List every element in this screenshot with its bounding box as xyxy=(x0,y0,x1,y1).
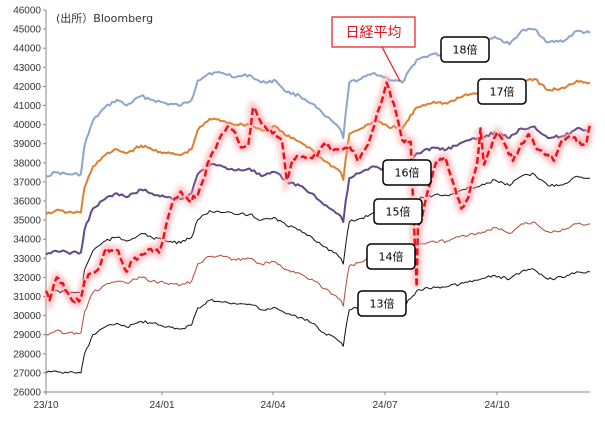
x-tick-label: 24/10 xyxy=(484,400,509,411)
series-label-text: 17倍 xyxy=(490,85,515,99)
annotations-group: 18倍 17倍 16倍 15倍 14倍 13倍 日経平均 xyxy=(331,16,527,317)
series-label-14x: 14倍 xyxy=(366,243,416,270)
series-label-text: 16倍 xyxy=(395,166,420,180)
series-label-text: 18倍 xyxy=(453,43,478,57)
series-label-15x: 15倍 xyxy=(373,198,423,225)
x-tick-label: 24/04 xyxy=(260,400,285,411)
y-tick-label: 36000 xyxy=(13,197,41,208)
nikkei-callout: 日経平均 xyxy=(331,16,416,82)
y-tick-label: 37000 xyxy=(13,177,41,188)
series-label-box xyxy=(366,243,416,270)
series-label-box xyxy=(357,290,407,317)
y-tick-label: 42000 xyxy=(13,82,41,93)
y-tick-label: 40000 xyxy=(13,120,41,131)
series-label-text: 14倍 xyxy=(379,250,404,264)
y-tick-label: 34000 xyxy=(13,235,41,246)
y-tick-label: 31000 xyxy=(13,292,41,303)
y-tick-label: 29000 xyxy=(13,330,41,341)
axes-group xyxy=(43,9,590,395)
series-label-box xyxy=(440,36,490,63)
y-tick-label: 26000 xyxy=(13,388,41,399)
y-tick-label: 35000 xyxy=(13,216,41,227)
nikkei-callout-pointer xyxy=(381,46,401,82)
series-6-line xyxy=(45,268,591,374)
x-tick-label: 23/10 xyxy=(33,400,58,411)
y-tick-label: 45000 xyxy=(13,25,41,36)
nikkei-callout-box xyxy=(331,16,416,48)
y-tick-label: 27000 xyxy=(13,368,41,379)
y-tick-label: 39000 xyxy=(13,139,41,150)
series-1-line xyxy=(45,27,591,178)
series-label-16x: 16倍 xyxy=(382,159,432,186)
series-label-box xyxy=(382,159,432,186)
y-tick-label: 46000 xyxy=(13,6,41,17)
nikkei-callout-text: 日経平均 xyxy=(346,25,402,41)
y-tick-label: 30000 xyxy=(13,311,41,322)
series-label-box xyxy=(373,198,423,225)
series-label-13x: 13倍 xyxy=(357,290,407,317)
source-note: (出所）Bloomberg xyxy=(56,11,153,25)
nikkei-line xyxy=(44,81,592,304)
y-tick-labels: 26000 27000 28000 29000 30000 31000 32000 33000… xyxy=(13,6,41,399)
x-tick-label: 24/01 xyxy=(149,400,174,411)
x-tick-labels: 23/10 24/01 24/04 24/07 24/10 xyxy=(33,400,509,411)
series-4-line xyxy=(45,172,591,296)
series-label-text: 13倍 xyxy=(370,297,395,311)
series-label-text: 15倍 xyxy=(386,205,411,219)
series-label-box xyxy=(477,78,527,105)
series-label-18x: 18倍 xyxy=(440,36,490,63)
y-tick-label: 38000 xyxy=(13,158,41,169)
series-label-17x: 17倍 xyxy=(477,78,527,105)
y-tick-label: 28000 xyxy=(13,349,41,360)
y-tick-label: 33000 xyxy=(13,254,41,265)
series-group xyxy=(42,27,594,374)
y-tick-label: 44000 xyxy=(13,44,41,55)
nikkei-line-halo xyxy=(44,75,592,308)
x-tick-label: 24/07 xyxy=(372,400,397,411)
y-tick-label: 32000 xyxy=(13,273,41,284)
y-tick-label: 43000 xyxy=(13,63,41,74)
y-tick-label: 41000 xyxy=(13,101,41,112)
series-5-line xyxy=(46,221,591,336)
